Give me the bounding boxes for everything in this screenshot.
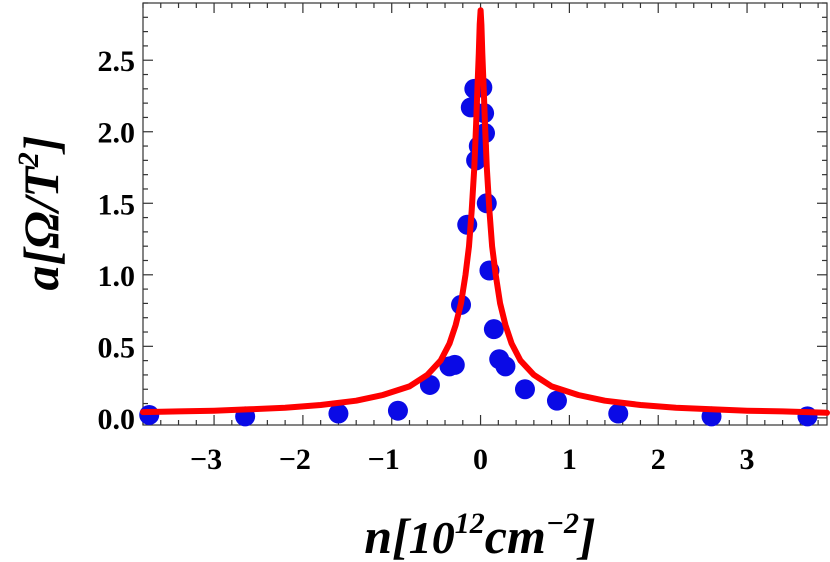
- data-point: [546, 390, 567, 411]
- data-point: [387, 400, 408, 421]
- x-tick-labels: −3 −2 −1 0 1 2 3: [190, 443, 755, 476]
- y-tick-label: 1.5: [98, 188, 136, 221]
- y-axis-title: a[Ω/T2]: [12, 135, 69, 290]
- plot-frame: [142, 2, 828, 426]
- y-tick-label: 2.5: [98, 45, 136, 78]
- y-tick-label: 0.0: [98, 403, 136, 436]
- axis-ticks: [142, 2, 827, 425]
- data-point: [444, 354, 465, 375]
- x-tick-label: 3: [740, 443, 755, 476]
- x-tick-label: −2: [279, 443, 311, 476]
- x-axis-title: n[1012cm−2]: [364, 507, 595, 562]
- x-tick-label: 0: [473, 443, 488, 476]
- plot-frame-rect: [142, 2, 828, 426]
- x-tick-label: 1: [562, 443, 577, 476]
- y-tick-label: 1.0: [98, 260, 136, 293]
- data-point: [514, 379, 535, 400]
- x-tick-label: 2: [651, 443, 666, 476]
- x-tick-label: −3: [190, 443, 222, 476]
- data-point: [483, 319, 504, 340]
- x-tick-label: −1: [368, 443, 400, 476]
- data-point: [328, 403, 349, 424]
- y-tick-labels: 0.0 0.5 1.0 1.5 2.0 2.5: [98, 45, 136, 436]
- data-point: [608, 403, 629, 424]
- y-tick-label: 2.0: [98, 117, 136, 150]
- fit-curve-layer: [140, 7, 830, 416]
- data-point: [495, 356, 516, 377]
- fit-curve: [140, 7, 830, 416]
- y-tick-label: 0.5: [98, 331, 136, 364]
